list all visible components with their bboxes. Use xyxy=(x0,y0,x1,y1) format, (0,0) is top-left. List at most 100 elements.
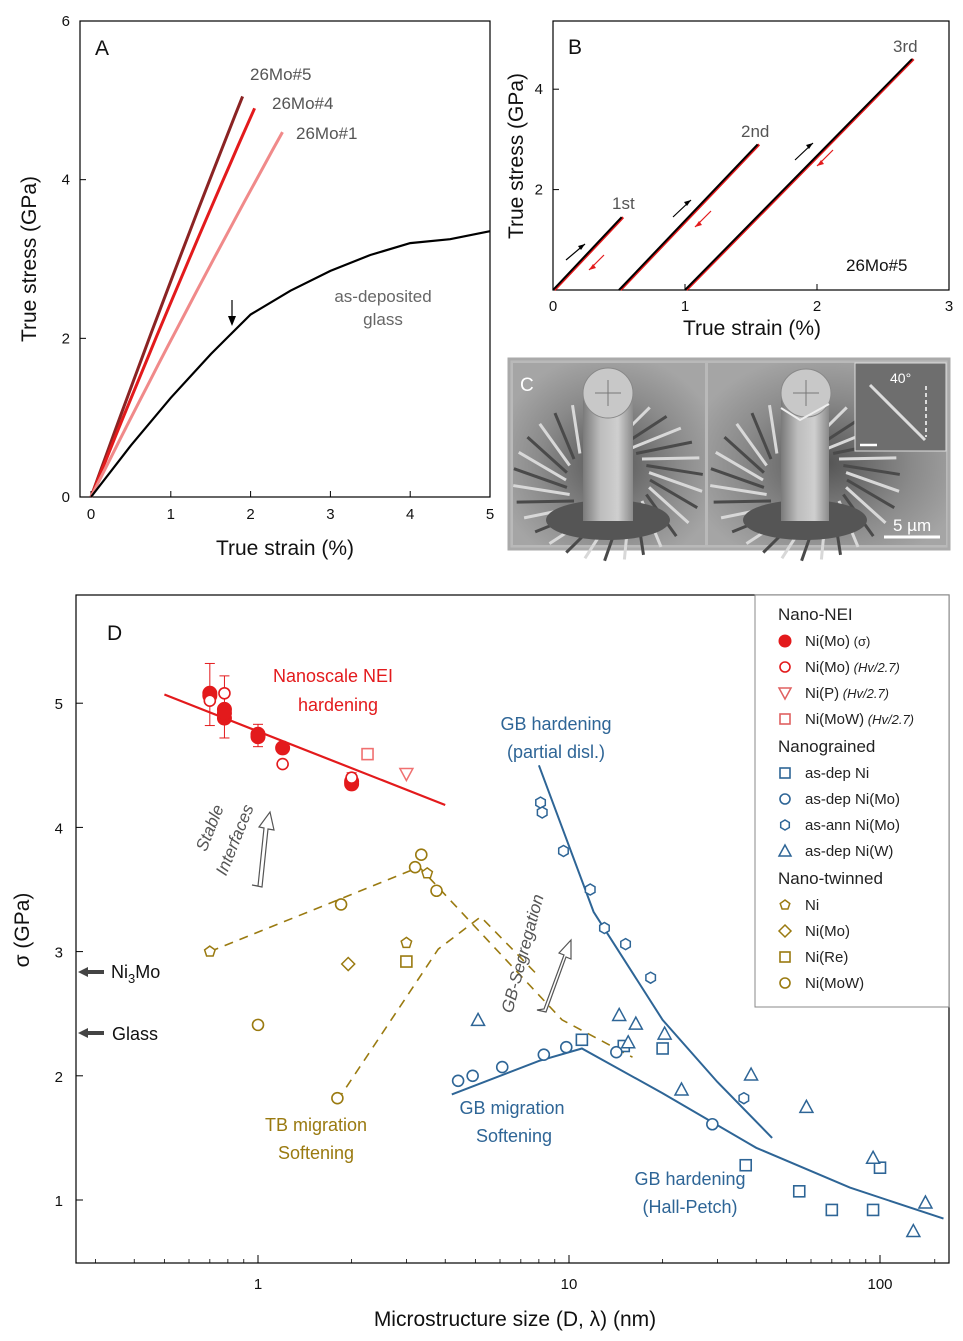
x-tick-label: 4 xyxy=(406,506,414,523)
data-point-4 xyxy=(792,1185,806,1198)
tbmig-annotation-2: Softening xyxy=(278,1143,354,1163)
panel-d-xlabel: Microstructure size (D, λ) (nm) xyxy=(374,1308,656,1331)
data-point-11 xyxy=(251,1018,265,1032)
sem-fin xyxy=(709,484,767,497)
sem-fin xyxy=(646,463,704,476)
legend-item-label: Ni(MoW) xyxy=(805,975,864,992)
legend-marker xyxy=(777,923,793,939)
y-tick-label: 4 xyxy=(535,81,543,98)
legend-marker xyxy=(779,661,791,673)
scalebar: 5 µm xyxy=(884,516,940,539)
gbmig-annotation-2: Softening xyxy=(476,1126,552,1146)
glass-label-line1: as-deposited xyxy=(334,287,431,306)
data-point-5 xyxy=(451,1074,465,1088)
data-point-4 xyxy=(656,1042,669,1055)
legend-item-label: as-dep Ni(Mo) xyxy=(805,791,900,808)
inset-angle: 40° xyxy=(890,370,911,386)
panel-a-curves xyxy=(89,95,491,498)
y-tick-label: 4 xyxy=(62,172,70,189)
gbhp-annotation-2: (Hall-Petch) xyxy=(642,1197,737,1217)
panel-b-curves xyxy=(552,58,915,291)
data-point-11 xyxy=(430,884,443,898)
series-line-3 xyxy=(90,230,491,498)
panel-d: D Microstructure size (D, λ) (nm) σ (GPa… xyxy=(11,594,950,1331)
data-point-5 xyxy=(559,1040,573,1054)
x-tick-label: 3 xyxy=(326,506,334,523)
data-point-9 xyxy=(340,956,356,972)
data-point-0 xyxy=(250,726,266,742)
data-point-0 xyxy=(275,740,291,756)
unload-line-1 xyxy=(619,143,761,291)
sem-fin xyxy=(649,478,698,509)
data-point-0 xyxy=(216,705,232,721)
legend-item-label: Ni(P) (Hv/2.7) xyxy=(805,685,889,702)
legend-marker xyxy=(777,843,793,857)
legend-marker xyxy=(779,819,791,831)
y-tick-label: 2 xyxy=(62,330,70,347)
sem-fin xyxy=(723,436,765,474)
legend-group-title: Nano-NEI xyxy=(778,605,853,624)
cycle-label-3rd: 3rd xyxy=(893,37,918,56)
unload-arrowhead-icon xyxy=(589,264,596,270)
data-point-8 xyxy=(203,945,216,957)
load-line-1 xyxy=(618,143,759,291)
tbmig-annotation-1: TB migration xyxy=(265,1115,367,1135)
legend-marker xyxy=(779,793,791,805)
sem-inset xyxy=(854,362,947,452)
data-point-7 xyxy=(743,1066,759,1081)
x-tick-label: 10 xyxy=(561,1276,578,1293)
panel-d-label: D xyxy=(107,622,122,645)
x-tick-label: 1 xyxy=(254,1276,262,1293)
data-point-6 xyxy=(598,921,610,935)
panel-d-xticks: 1 10 100 xyxy=(94,1255,936,1293)
data-point-4 xyxy=(825,1203,839,1217)
nei-annotation-2: hardening xyxy=(298,695,378,715)
panel-b-frame xyxy=(552,20,950,291)
data-point-4 xyxy=(739,1158,753,1172)
x-tick-label: 0 xyxy=(549,298,557,315)
data-point-6 xyxy=(738,1091,750,1105)
panel-b-sample: 26Mo#5 xyxy=(846,256,907,275)
panel-d-yticks: 1 2 3 4 5 xyxy=(55,696,83,1210)
glass-arrow: Glass xyxy=(78,1024,158,1044)
data-point-7 xyxy=(917,1194,934,1209)
panel-b-arrows xyxy=(565,142,834,271)
y-tick-label: 0 xyxy=(62,489,70,506)
cycle-label-2nd: 2nd xyxy=(741,122,769,141)
sem-fin xyxy=(553,412,576,460)
x-tick-label: 2 xyxy=(246,506,254,523)
y-tick-label: 5 xyxy=(55,696,63,713)
data-point-1 xyxy=(276,757,289,771)
label-26mo5: 26Mo#5 xyxy=(250,65,311,84)
legend-item-label: Ni(Mo) (σ) xyxy=(805,633,870,650)
legend-group-title: Nano-twinned xyxy=(778,869,883,888)
cycle-label-1st: 1st xyxy=(612,194,635,213)
y-tick-label: 4 xyxy=(55,820,63,837)
legend-item-label: Ni xyxy=(805,897,819,914)
sem-fin xyxy=(710,467,765,489)
sem-fin xyxy=(628,426,682,451)
data-point-4 xyxy=(575,1033,589,1047)
data-point-4 xyxy=(866,1203,880,1217)
panel-a: A True strain (%) True stress (GPa) 0 1 2 3… xyxy=(18,13,494,560)
sem-fin xyxy=(648,471,703,493)
ni3mo-arrow: Ni3Mo xyxy=(78,962,160,986)
sem-fin xyxy=(715,451,764,482)
nei-annotation-1: Nanoscale NEI xyxy=(273,666,393,686)
gbpartial-annotation-2: (partial disl.) xyxy=(507,742,605,762)
legend-item-label: as-dep Ni xyxy=(805,765,869,782)
sem-fin xyxy=(641,456,700,461)
fit-line-4 xyxy=(336,915,540,1102)
panel-a-ylabel: True stress (GPa) xyxy=(18,176,41,342)
data-point-6 xyxy=(645,971,657,985)
legend-item-label: Ni(Mo) (Hv/2.7) xyxy=(805,659,900,676)
sem-image-before xyxy=(512,363,705,562)
unload-arrowhead-icon xyxy=(817,160,824,166)
data-point-5 xyxy=(495,1060,509,1074)
load-line-2 xyxy=(684,58,913,291)
data-point-7 xyxy=(865,1149,881,1165)
load-line-0 xyxy=(552,216,623,291)
panel-a-xticks: 0 1 2 3 4 5 xyxy=(87,491,494,523)
x-tick-label: 3 xyxy=(945,298,953,315)
glass-label-line2: glass xyxy=(363,310,403,329)
